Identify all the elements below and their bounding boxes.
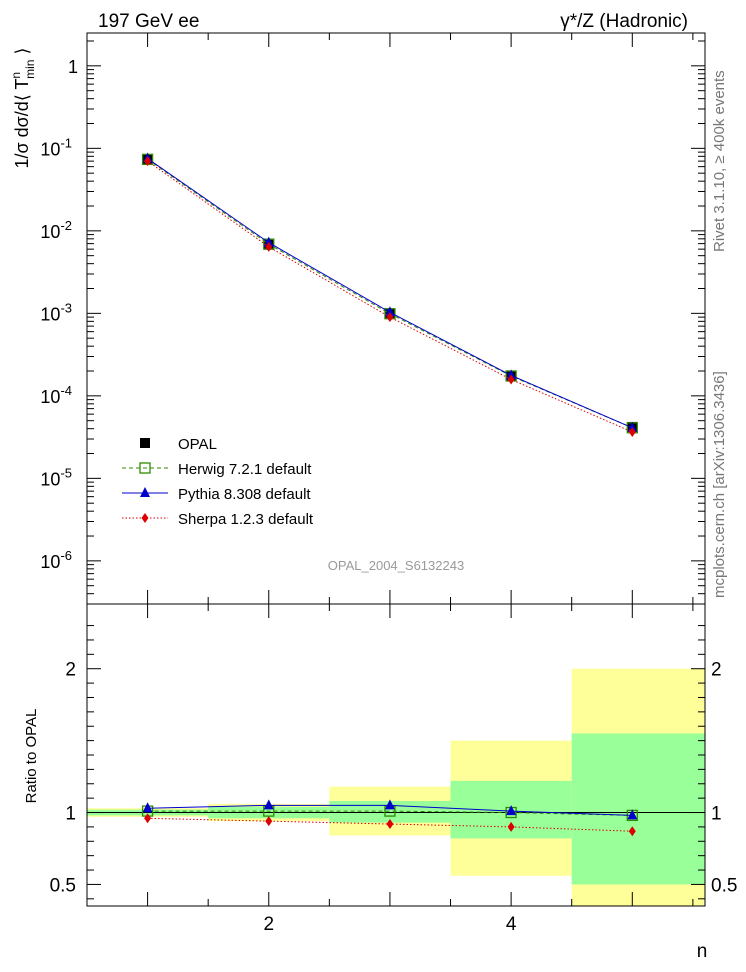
main-pythia-point	[384, 306, 395, 317]
ratio-y-tick-label-left: 0.5	[50, 875, 76, 896]
mcplots-credit-label: mcplots.cern.ch [arXiv:1306.3436]	[711, 371, 728, 598]
main-y-tick-label: 10-2	[40, 218, 72, 242]
ratio-sherpa-point	[265, 816, 273, 827]
ratio-uncertainty-bands	[87, 668, 705, 906]
ratio-y-tick-label-left: 1	[65, 804, 76, 825]
process-label: γ*/Z (Hadronic)	[560, 11, 688, 32]
ratio-pythia-point	[627, 809, 638, 820]
rivet-version-label: Rivet 3.1.10, ≥ 400k events	[711, 70, 728, 252]
main-pythia-line	[147, 158, 633, 429]
ratio-pythia-point	[384, 799, 395, 810]
ratio-pythia-point	[142, 802, 153, 813]
main-y-tick-label: 10-6	[40, 548, 72, 572]
main-sherpa-line	[147, 160, 633, 433]
legend-pythia-label: Pythia 8.308 default	[178, 486, 311, 503]
ratio-y-tick-label-left: 2	[65, 660, 76, 681]
main-herwig-line	[147, 158, 633, 429]
main-y-tick-label: 10-1	[40, 135, 72, 159]
main-sherpa-point	[628, 426, 636, 437]
ratio-ylabel: Ratio to OPAL	[23, 709, 40, 804]
x-tick-label: 4	[506, 914, 517, 935]
ratio-y-tick-label-right: 1	[711, 804, 722, 825]
energy-label: 197 GeV ee	[98, 11, 199, 32]
main-pythia-point	[627, 421, 638, 432]
main-y-tick-label: 10-4	[40, 383, 72, 407]
ratio-sherpa-point	[628, 826, 636, 837]
legend-herwig-marker	[139, 462, 151, 474]
legend: OPAL Herwig 7.2.1 default Pythia 8.308 def…	[122, 436, 314, 528]
axes: 10-6 10-5 10-4 10-3 10-2 10-1 1 2 4 0.5 0.5 1 1 2 2	[40, 32, 737, 935]
ratio-sherpa-point	[386, 819, 394, 830]
x-axis-label: n	[697, 941, 708, 962]
main-y-tick-label: 1	[68, 57, 78, 77]
legend-opal-label: OPAL	[178, 436, 217, 453]
main-pythia-point	[263, 236, 274, 247]
ratio-y-tick-label-right: 0.5	[711, 875, 737, 896]
main-y-tick-label: 10-3	[40, 300, 72, 324]
ratio-sherpa-point	[507, 821, 515, 832]
ratio-sherpa-point	[144, 813, 152, 824]
ratio-pythia-point	[263, 799, 274, 810]
analysis-id-watermark: OPAL_2004_S6132243	[328, 558, 464, 573]
series-layer	[141, 152, 638, 837]
svg-text:1/σ dσ/d⟨ Tnmin ⟩: 1/σ dσ/d⟨ Tnmin ⟩	[9, 47, 37, 168]
legend-sherpa-label: Sherpa 1.2.3 default	[178, 511, 314, 528]
main-sherpa-point	[144, 156, 152, 167]
legend-opal-marker	[140, 438, 150, 448]
main-sherpa-point	[386, 312, 394, 323]
main-pythia-point	[506, 369, 517, 380]
main-ylabel: 1/σ dσ/d⟨ Tnmin ⟩	[9, 47, 37, 168]
legend-herwig-label: Herwig 7.2.1 default	[178, 461, 312, 478]
legend-sherpa-marker	[141, 513, 149, 523]
x-tick-label: 2	[263, 914, 274, 935]
main-y-tick-label: 10-5	[40, 465, 72, 489]
ratio-y-tick-label-right: 2	[711, 660, 722, 681]
main-sherpa-point	[507, 374, 515, 385]
ratio-pythia-point	[506, 805, 517, 816]
legend-pythia-marker	[140, 487, 150, 497]
main-sherpa-point	[265, 241, 273, 252]
stat-uncertainty-band	[571, 733, 705, 885]
ratio-herwig-line	[147, 810, 633, 816]
